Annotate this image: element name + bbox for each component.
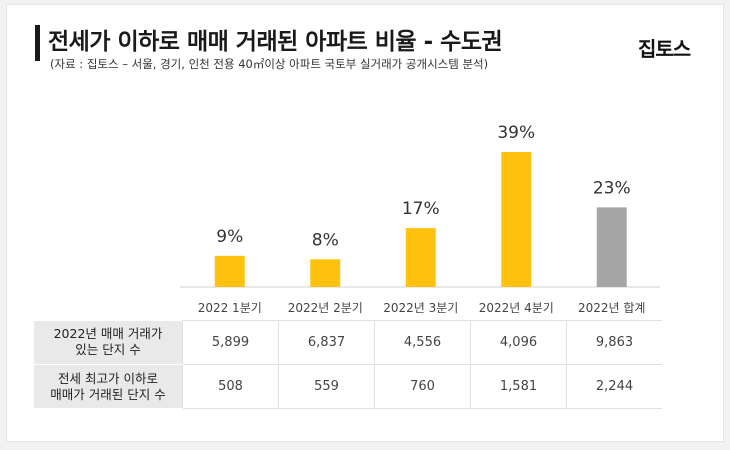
chart-title: 전세가 이하로 매매 거래된 아파트 비율 - 수도권 (48, 29, 503, 55)
data-label: 23% (593, 178, 631, 198)
brand-logo: 집토스 (638, 37, 691, 61)
table-cell: 508 (182, 364, 279, 409)
title-accent-bar (35, 25, 40, 61)
row-header: 2022년 매매 거래가 있는 단지 수 (34, 320, 183, 365)
bar (501, 152, 532, 287)
table-row: 전세 최고가 이하로 매매가 거래된 단지 수 508 559 760 1,58… (34, 364, 662, 409)
data-label: 17% (402, 199, 440, 219)
bar (310, 259, 341, 287)
data-label: 39% (497, 123, 535, 143)
table-cell: 4,096 (470, 320, 567, 365)
chart-subtitle: (자료 : 집토스 – 서울, 경기, 인천 전용 40㎡이상 아파트 국토부 … (50, 57, 489, 71)
row-header-line: 2022년 매매 거래가 (53, 326, 163, 342)
table-cell: 1,581 (470, 364, 567, 409)
x-tick-label: 2022년 3분기 (383, 301, 458, 315)
row-header-line: 있는 단지 수 (75, 342, 141, 358)
bar (405, 228, 436, 287)
x-tick-label: 2022년 합계 (578, 301, 645, 315)
bar (214, 255, 245, 287)
bar (596, 207, 627, 287)
bar-chart: 9% 2022 1분기 8% 2022년 2분기 17% 2022년 3분기 39% 2022… (180, 123, 660, 315)
row-header-line: 전세 최고가 이하로 (58, 370, 158, 386)
x-tick-label: 2022년 4분기 (479, 301, 554, 315)
data-table: 2022년 매매 거래가 있는 단지 수 5,899 6,837 4,556 4… (34, 320, 662, 409)
table-cell: 9,863 (566, 320, 662, 365)
x-tick-label: 2022 1분기 (198, 301, 262, 315)
table-cell: 760 (374, 364, 471, 409)
table-cell: 6,837 (278, 320, 375, 365)
table-row: 2022년 매매 거래가 있는 단지 수 5,899 6,837 4,556 4… (34, 320, 662, 365)
x-tick-label: 2022년 2분기 (288, 301, 363, 315)
bars-group: 9% 2022 1분기 8% 2022년 2분기 17% 2022년 3분기 39% 2022… (198, 123, 646, 315)
data-label: 8% (312, 230, 339, 250)
data-label: 9% (216, 227, 243, 247)
table-cell: 5,899 (182, 320, 279, 365)
row-header: 전세 최고가 이하로 매매가 거래된 단지 수 (34, 364, 183, 409)
table-cell: 2,244 (566, 364, 662, 409)
row-header-line: 매매가 거래된 단지 수 (50, 386, 166, 402)
table-cell: 559 (278, 364, 375, 409)
table-cell: 4,556 (374, 320, 471, 365)
